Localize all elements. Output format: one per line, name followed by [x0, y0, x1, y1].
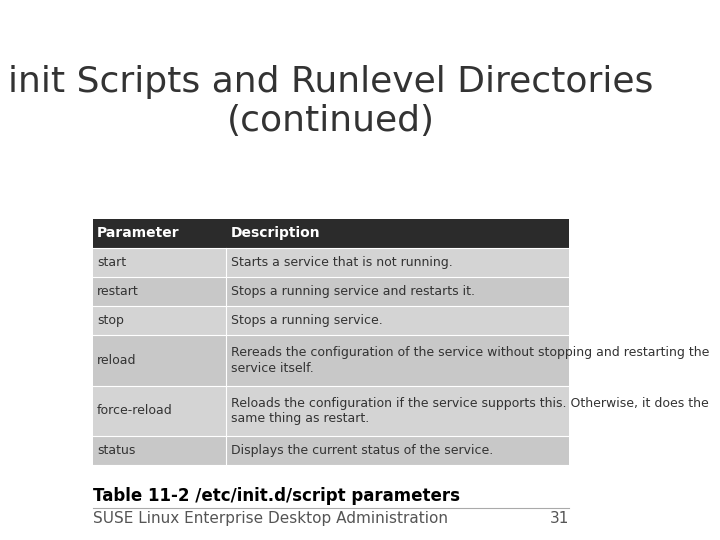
Text: stop: stop: [97, 314, 124, 327]
Text: Reloads the configuration if the service supports this. Otherwise, it does the: Reloads the configuration if the service…: [230, 396, 708, 410]
Text: Stops a running service and restarts it.: Stops a running service and restarts it.: [230, 285, 474, 298]
FancyBboxPatch shape: [92, 386, 570, 436]
FancyBboxPatch shape: [92, 436, 570, 465]
Text: Displays the current status of the service.: Displays the current status of the servi…: [230, 444, 492, 457]
Text: Parameter: Parameter: [97, 226, 180, 240]
Text: start: start: [97, 256, 126, 269]
Text: init Scripts and Runlevel Directories
(continued): init Scripts and Runlevel Directories (c…: [8, 65, 654, 138]
Text: status: status: [97, 444, 135, 457]
FancyBboxPatch shape: [92, 306, 570, 335]
FancyBboxPatch shape: [92, 248, 570, 277]
Text: same thing as restart.: same thing as restart.: [230, 411, 369, 425]
Text: 31: 31: [550, 511, 570, 526]
Text: restart: restart: [97, 285, 139, 298]
FancyBboxPatch shape: [92, 219, 570, 248]
Text: Rereads the configuration of the service without stopping and restarting the: Rereads the configuration of the service…: [230, 346, 709, 360]
Text: Stops a running service.: Stops a running service.: [230, 314, 382, 327]
FancyBboxPatch shape: [92, 335, 570, 386]
Text: SUSE Linux Enterprise Desktop Administration: SUSE Linux Enterprise Desktop Administra…: [92, 511, 448, 526]
Text: service itself.: service itself.: [230, 361, 313, 375]
Text: force-reload: force-reload: [97, 404, 173, 417]
Text: reload: reload: [97, 354, 137, 367]
Text: Starts a service that is not running.: Starts a service that is not running.: [230, 256, 452, 269]
Text: Description: Description: [230, 226, 320, 240]
Text: Table 11-2 /etc/init.d/script parameters: Table 11-2 /etc/init.d/script parameters: [92, 487, 459, 504]
FancyBboxPatch shape: [92, 277, 570, 306]
